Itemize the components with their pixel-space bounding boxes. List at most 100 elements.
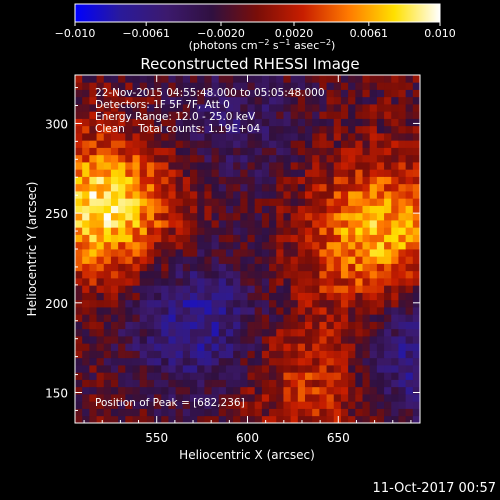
heatmap-cell — [204, 125, 212, 134]
heatmap-cell — [340, 321, 349, 330]
heatmap-cell — [369, 336, 378, 344]
heatmap-cell — [146, 401, 155, 409]
heatmap-cell — [168, 104, 177, 112]
heatmap-cell — [333, 212, 342, 221]
heatmap-cell — [283, 104, 292, 112]
heatmap-cell — [362, 415, 371, 424]
heatmap-cell — [110, 292, 119, 301]
heatmap-cell — [269, 263, 277, 272]
heatmap-cell — [326, 401, 335, 409]
heatmap-cell — [139, 198, 148, 206]
heatmap-cell — [269, 220, 277, 228]
heatmap-cell — [103, 328, 112, 337]
heatmap-cell — [96, 263, 105, 272]
heatmap-cell — [405, 379, 414, 388]
heatmap-cell — [247, 220, 256, 228]
heatmap-cell — [247, 394, 256, 402]
heatmap-cell — [146, 328, 155, 337]
heatmap-cell — [384, 191, 392, 199]
heatmap-cell — [326, 365, 335, 373]
heatmap-cell — [290, 307, 299, 315]
heatmap-cell — [391, 379, 399, 388]
heatmap-cell — [225, 191, 234, 199]
heatmap-cell — [182, 365, 191, 373]
heatmap-cell — [405, 154, 414, 163]
heatmap-cell — [225, 292, 234, 301]
heatmap-cell — [103, 256, 112, 264]
heatmap-cell — [132, 75, 141, 83]
heatmap-cell — [118, 241, 126, 250]
heatmap-cell — [197, 372, 205, 380]
heatmap-cell — [261, 292, 270, 301]
heatmap-cell — [96, 191, 105, 199]
heatmap-cell — [290, 118, 299, 127]
heatmap-cell — [211, 133, 220, 141]
heatmap-cell — [384, 133, 392, 141]
heatmap-cell — [103, 154, 112, 163]
heatmap-cell — [103, 321, 112, 330]
heatmap-cell — [276, 220, 284, 228]
heatmap-cell — [218, 125, 227, 134]
heatmap-cell — [319, 336, 327, 344]
heatmap-cell — [355, 96, 363, 105]
heatmap-cell — [204, 270, 212, 279]
heatmap-cell — [319, 292, 327, 301]
heatmap-cell — [197, 212, 205, 221]
heatmap-cell — [139, 278, 148, 286]
heatmap-cell — [168, 299, 177, 308]
heatmap-cell — [197, 408, 205, 417]
heatmap-cell — [247, 285, 256, 293]
heatmap-cell — [168, 133, 177, 141]
heatmap-cell — [355, 234, 363, 243]
heatmap-cell — [125, 394, 133, 402]
heatmap-cell — [340, 125, 349, 134]
heatmap-cell — [75, 169, 83, 177]
heatmap-cell — [391, 285, 399, 293]
heatmap-cell — [398, 365, 407, 373]
heatmap-cell — [297, 372, 306, 380]
heatmap-cell — [75, 336, 83, 344]
heatmap-cell — [412, 118, 421, 127]
heatmap-cell — [391, 140, 399, 148]
heatmap-cell — [326, 285, 335, 293]
heatmap-cell — [225, 96, 234, 105]
heatmap-cell — [146, 183, 155, 192]
heatmap-cell — [384, 140, 392, 148]
heatmap-cell — [276, 350, 284, 359]
heatmap-cell — [154, 285, 162, 293]
heatmap-cell — [146, 256, 155, 264]
heatmap-cell — [254, 263, 263, 272]
heatmap-cell — [139, 118, 148, 127]
heatmap-cell — [225, 183, 234, 192]
heatmap-cell — [398, 292, 407, 301]
heatmap-cell — [82, 336, 90, 344]
heatmap-cell — [412, 75, 421, 83]
heatmap-cell — [75, 350, 83, 359]
heatmap-cell — [290, 328, 299, 337]
heatmap-cell — [197, 154, 205, 163]
heatmap-cell — [276, 285, 284, 293]
heatmap-cell — [276, 314, 284, 322]
heatmap-cell — [340, 169, 349, 177]
heatmap-cell — [154, 89, 162, 98]
heatmap-cell — [96, 292, 105, 301]
y-tick-label: 250 — [45, 207, 68, 221]
heatmap-cell — [204, 343, 212, 351]
heatmap-cell — [132, 82, 141, 90]
heatmap-cell — [96, 321, 105, 330]
heatmap-cell — [146, 299, 155, 308]
heatmap-cell — [362, 328, 371, 337]
heatmap-cell — [283, 154, 292, 163]
heatmap-cell — [340, 212, 349, 221]
heatmap-cell — [340, 285, 349, 293]
heatmap-cell — [168, 249, 177, 257]
heatmap-cell — [369, 256, 378, 264]
heatmap-cell — [376, 263, 385, 272]
heatmap-cell — [312, 205, 320, 214]
heatmap-cell — [269, 256, 277, 264]
heatmap-cell — [182, 234, 191, 243]
heatmap-cell — [225, 350, 234, 359]
heatmap-cell — [110, 343, 119, 351]
heatmap-cell — [319, 263, 327, 272]
heatmap-cell — [154, 401, 162, 409]
